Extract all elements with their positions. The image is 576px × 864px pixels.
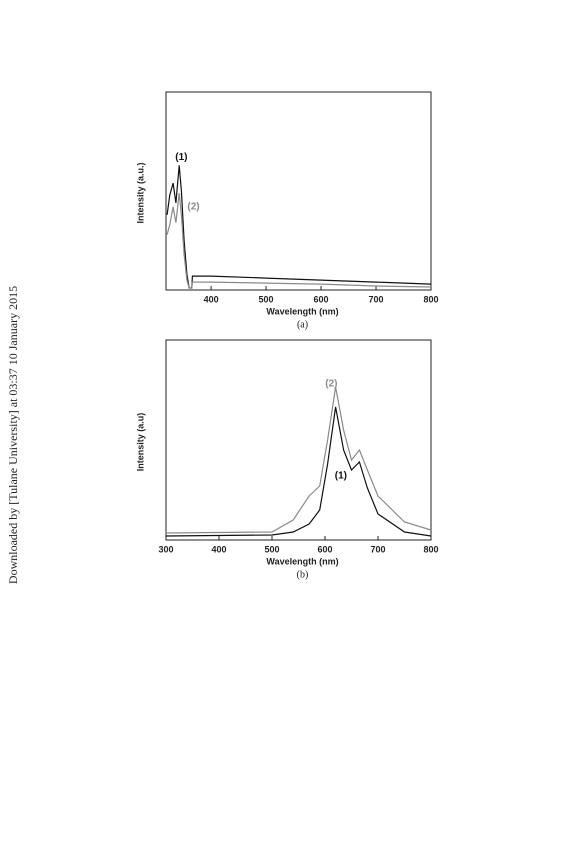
figure-caption: (a) (297, 319, 308, 330)
x-tick-label: 400 (211, 544, 226, 554)
series-annotation: (1) (335, 471, 347, 482)
spectrum-line (165, 406, 432, 537)
x-axis-label: Wavelength (nm) (266, 556, 338, 566)
x-tick-label: 400 (204, 294, 219, 304)
download-note: Downloaded by [Tulane University] at 03:… (6, 286, 20, 584)
x-tick-label: 800 (423, 544, 438, 554)
x-axis-label: Wavelength (nm) (266, 306, 338, 316)
x-tick-label: 500 (259, 294, 274, 304)
series-annotation: (2) (187, 201, 199, 212)
spectrum-line (165, 386, 432, 534)
x-tick-label: 500 (264, 544, 279, 554)
series-annotation: (1) (175, 152, 187, 163)
y-axis-label: Intensity (a.u.) (135, 162, 145, 223)
series-annotation: (2) (325, 379, 337, 390)
x-tick-label: 600 (317, 544, 332, 554)
x-tick-label: 300 (158, 544, 173, 554)
plot-frame (165, 91, 432, 291)
x-tick-label: 700 (369, 294, 384, 304)
spectrum-line (166, 192, 432, 289)
plot-frame (165, 339, 432, 541)
figure-caption: (b) (297, 569, 309, 580)
spectrum-line (166, 165, 432, 289)
y-axis-label: Intensity (a.u) (135, 413, 145, 472)
x-tick-label: 700 (370, 544, 385, 554)
x-tick-label: 600 (314, 294, 329, 304)
x-tick-label: 800 (423, 294, 438, 304)
